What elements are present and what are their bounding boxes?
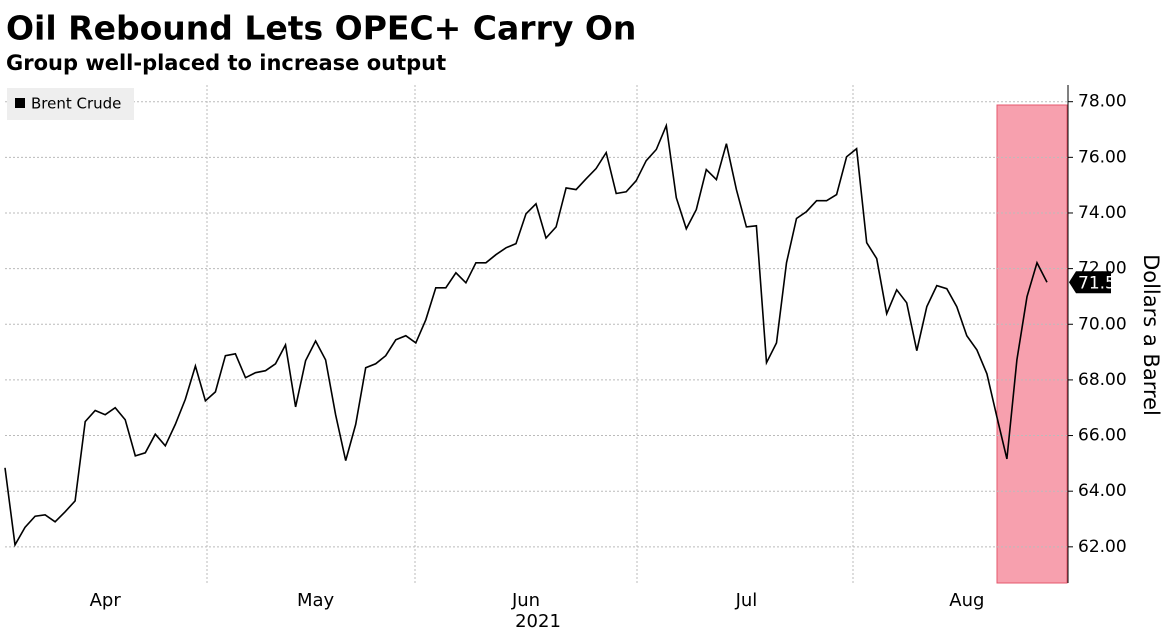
last-value-tag	[1069, 271, 1111, 294]
plot	[4, 101, 1068, 548]
x-tick-label: May	[297, 590, 335, 611]
x-tick-label: Jul	[735, 590, 758, 611]
y-tick-label: 62.00	[1078, 537, 1127, 557]
chart-title: Oil Rebound Lets OPEC+ Carry On	[6, 9, 636, 48]
highlight-region	[996, 104, 1068, 584]
y-tick-label: 70.00	[1078, 314, 1127, 334]
y-axis-label: Dollars a Barrel	[1139, 254, 1163, 416]
month-grid	[206, 85, 854, 583]
legend-swatch	[15, 98, 25, 108]
x-tick-label: Aug	[949, 590, 984, 611]
x-tick-label: Apr	[90, 590, 122, 611]
legend-label: Brent Crude	[31, 95, 121, 113]
y-tick-label: 78.00	[1078, 92, 1127, 112]
x-axis-label: 2021	[515, 611, 561, 632]
chart-subtitle: Group well-placed to increase output	[6, 51, 446, 75]
legend	[7, 88, 134, 120]
y-tick-label: 68.00	[1078, 370, 1127, 390]
series-line	[4, 122, 1048, 548]
x-tick-label: Jun	[511, 590, 540, 611]
y-tick-label: 76.00	[1078, 147, 1127, 167]
last-value-label: 71.51	[1078, 273, 1127, 293]
y-tick-label: 66.00	[1078, 426, 1127, 446]
y-tick-label: 74.00	[1078, 203, 1127, 223]
y-tick-label: 64.00	[1078, 481, 1127, 501]
